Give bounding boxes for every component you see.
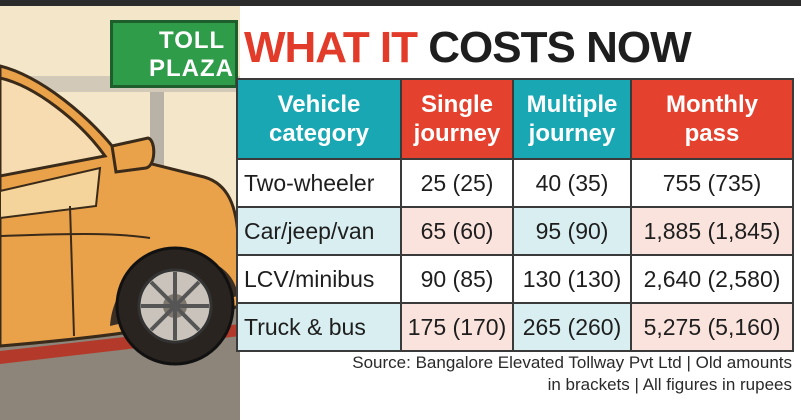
cell-multiple-journey: 95 (90): [512, 206, 632, 256]
table-row: Two-wheeler 25 (25) 40 (35) 755 (735): [236, 158, 794, 208]
header-line: Monthly: [666, 91, 758, 118]
header-line: journey: [413, 120, 501, 147]
toll-plaza-sign: TOLL PLAZA: [110, 20, 238, 88]
header-line: Multiple: [526, 91, 618, 118]
cell-monthly-pass: 5,275 (5,160): [630, 302, 794, 352]
sign-line-2: PLAZA: [149, 55, 234, 82]
header-line: Single: [420, 91, 493, 118]
cell-multiple-journey: 40 (35): [512, 158, 632, 208]
top-rule: [0, 0, 801, 6]
headline: WHAT IT COSTS NOW: [244, 23, 692, 72]
cell-multiple-journey: 265 (260): [512, 302, 632, 352]
headline-part-2: COSTS NOW: [428, 23, 691, 72]
source-line-1: Source: Bangalore Elevated Tollway Pvt L…: [352, 353, 792, 372]
header-single-journey: Single journey: [400, 78, 514, 160]
cell-single-journey: 25 (25): [400, 158, 514, 208]
table-row: Car/jeep/van 65 (60) 95 (90) 1,885 (1,84…: [236, 206, 794, 256]
source-line-2: in brackets | All figures in rupees: [547, 375, 792, 394]
headline-part-1: WHAT IT: [244, 23, 418, 72]
cell-single-journey: 90 (85): [400, 254, 514, 304]
header-line: Vehicle: [277, 91, 361, 118]
sign-line-1: TOLL: [159, 27, 226, 54]
table-row: Truck & bus 175 (170) 265 (260) 5,275 (5…: [236, 302, 794, 352]
cell-category: Two-wheeler: [236, 158, 402, 208]
header-vehicle-category: Vehicle category: [236, 78, 402, 160]
cell-monthly-pass: 755 (735): [630, 158, 794, 208]
cell-category: Car/jeep/van: [236, 206, 402, 256]
table-header-row: Vehicle category Single journey Multiple…: [236, 78, 794, 160]
source-note: Source: Bangalore Elevated Tollway Pvt L…: [240, 352, 792, 396]
cell-category: Truck & bus: [236, 302, 402, 352]
header-line: category: [268, 120, 370, 147]
header-line: pass: [684, 120, 740, 147]
cell-single-journey: 175 (170): [400, 302, 514, 352]
header-monthly-pass: Monthly pass: [630, 78, 794, 160]
car-illustration: TOLL PLAZA: [0, 6, 240, 420]
header-line: journey: [528, 120, 616, 147]
header-multiple-journey: Multiple journey: [512, 78, 632, 160]
cell-multiple-journey: 130 (130): [512, 254, 632, 304]
cell-single-journey: 65 (60): [400, 206, 514, 256]
cell-category: LCV/minibus: [236, 254, 402, 304]
cell-monthly-pass: 1,885 (1,845): [630, 206, 794, 256]
table-row: LCV/minibus 90 (85) 130 (130) 2,640 (2,5…: [236, 254, 794, 304]
cell-monthly-pass: 2,640 (2,580): [630, 254, 794, 304]
toll-rates-table: Vehicle category Single journey Multiple…: [236, 78, 794, 352]
